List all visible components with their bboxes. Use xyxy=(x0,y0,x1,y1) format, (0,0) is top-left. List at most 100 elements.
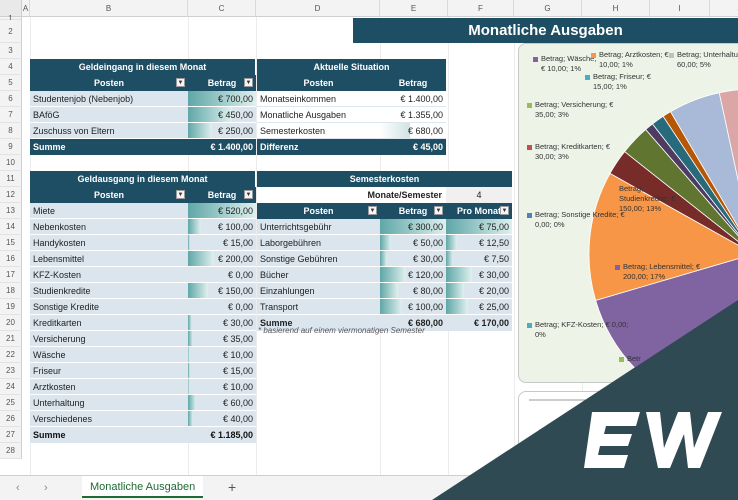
expenses-row-label[interactable]: KFZ-Kosten xyxy=(30,267,188,283)
column-header[interactable]: I xyxy=(650,0,710,17)
income-row-label[interactable]: Zuschuss von Eltern xyxy=(30,123,188,139)
semester-row-label[interactable]: Laborgebühren xyxy=(257,235,380,251)
row-header[interactable]: 24 xyxy=(0,379,22,395)
row-header[interactable]: 5 xyxy=(0,75,22,91)
row-header[interactable]: 11 xyxy=(0,171,22,187)
expenses-row-value[interactable]: € 40,00 xyxy=(188,411,256,427)
expenses-row-label[interactable]: Unterhaltung xyxy=(30,395,188,411)
expenses-row-value[interactable]: € 10,00 xyxy=(188,379,256,395)
semester-sum-per-month[interactable]: € 170,00 xyxy=(446,315,512,331)
row-header[interactable]: 26 xyxy=(0,411,22,427)
row-header[interactable]: 4 xyxy=(0,59,22,75)
months-per-semester-value[interactable]: 4 xyxy=(446,187,512,203)
income-row-value[interactable]: € 250,00 xyxy=(188,123,256,139)
column-header[interactable]: J xyxy=(710,0,738,17)
semester-col-pro-monat[interactable]: Pro Monat ▼ xyxy=(446,203,512,219)
row-header[interactable]: 22 xyxy=(0,347,22,363)
row-header[interactable]: 3 xyxy=(0,43,22,59)
semester-row-label[interactable]: Bücher xyxy=(257,267,380,283)
row-header[interactable]: 17 xyxy=(0,267,22,283)
second-chart[interactable] xyxy=(518,391,738,481)
filter-dropdown-icon[interactable]: ▼ xyxy=(368,206,377,215)
semester-row-per-month[interactable]: € 7,50 xyxy=(446,251,512,267)
expenses-row-label[interactable]: Arztkosten xyxy=(30,379,188,395)
expenses-row-value[interactable]: € 30,00 xyxy=(188,315,256,331)
situation-diff-value[interactable]: € 45,00 xyxy=(380,139,446,155)
column-header[interactable]: G xyxy=(514,0,582,17)
row-header[interactable]: 1 xyxy=(0,15,22,23)
semester-row-per-month[interactable]: € 20,00 xyxy=(446,283,512,299)
semester-row-per-month[interactable]: € 25,00 xyxy=(446,299,512,315)
expenses-row-value[interactable]: € 520,00 xyxy=(188,203,256,219)
situation-col-posten[interactable]: Posten xyxy=(257,75,380,91)
expenses-row-value[interactable]: € 35,00 xyxy=(188,331,256,347)
semester-row-value[interactable]: € 120,00 xyxy=(380,267,446,283)
expenses-row-value[interactable]: € 10,00 xyxy=(188,347,256,363)
situation-row-label[interactable]: Monatseinkommen xyxy=(257,91,380,107)
column-header[interactable]: A xyxy=(22,0,30,17)
situation-row-value[interactable]: € 1.400,00 xyxy=(380,91,446,107)
expenses-row-label[interactable]: Wäsche xyxy=(30,347,188,363)
pie-slice-13[interactable] xyxy=(718,89,738,254)
situation-row-label[interactable]: Monatliche Ausgaben xyxy=(257,107,380,123)
row-header[interactable]: 9 xyxy=(0,139,22,155)
row-header[interactable]: 13 xyxy=(0,203,22,219)
semester-sum-value[interactable]: € 680,00 xyxy=(380,315,446,331)
pie-slice-5[interactable] xyxy=(588,172,738,301)
row-header[interactable]: 7 xyxy=(0,107,22,123)
row-header[interactable]: 27 xyxy=(0,427,22,443)
income-sum-label[interactable]: Summe xyxy=(30,139,188,155)
column-header[interactable]: F xyxy=(448,0,514,17)
row-header[interactable]: 23 xyxy=(0,363,22,379)
semester-row-label[interactable]: Transport xyxy=(257,299,380,315)
filter-dropdown-icon[interactable]: ▼ xyxy=(244,190,253,199)
row-header[interactable]: 16 xyxy=(0,251,22,267)
pie-chart[interactable]: Betrag; Wäsche; € 10,00; 1% Betrag; Arztk… xyxy=(518,43,738,384)
expenses-sum-label[interactable]: Summe xyxy=(30,427,188,443)
expenses-row-value[interactable]: € 200,00 xyxy=(188,251,256,267)
expenses-row-value[interactable]: € 0,00 xyxy=(188,267,256,283)
row-header[interactable]: 2 xyxy=(0,20,22,43)
add-sheet-button[interactable]: + xyxy=(228,479,237,495)
expenses-col-posten[interactable]: Posten ▼ xyxy=(30,187,188,203)
column-header[interactable]: H xyxy=(582,0,650,17)
income-row-label[interactable]: Studentenjob (Nebenjob) xyxy=(30,91,188,107)
row-header[interactable]: 25 xyxy=(0,395,22,411)
expenses-row-label[interactable]: Miete xyxy=(30,203,188,219)
situation-col-betrag[interactable]: Betrag xyxy=(380,75,446,91)
semester-col-posten[interactable]: Posten ▼ xyxy=(257,203,380,219)
income-col-betrag[interactable]: Betrag ▼ xyxy=(188,75,256,91)
situation-row-label[interactable]: Semesterkosten xyxy=(257,123,380,139)
row-header[interactable]: 28 xyxy=(0,443,22,459)
semester-row-label[interactable]: Unterrichtsgebühr xyxy=(257,219,380,235)
row-header[interactable]: 19 xyxy=(0,299,22,315)
expenses-row-value[interactable]: € 0,00 xyxy=(188,299,256,315)
expenses-row-value[interactable]: € 15,00 xyxy=(188,235,256,251)
expenses-row-value[interactable]: € 60,00 xyxy=(188,395,256,411)
semester-row-value[interactable]: € 50,00 xyxy=(380,235,446,251)
expenses-row-label[interactable]: Friseur xyxy=(30,363,188,379)
semester-row-per-month[interactable]: € 12,50 xyxy=(446,235,512,251)
semester-row-value[interactable]: € 30,00 xyxy=(380,251,446,267)
prev-sheet-icon[interactable]: ‹ xyxy=(16,482,20,494)
expenses-row-label[interactable]: Nebenkosten xyxy=(30,219,188,235)
semester-col-betrag[interactable]: Betrag ▼ xyxy=(380,203,446,219)
select-all-corner[interactable] xyxy=(0,0,22,17)
expenses-row-label[interactable]: Verschiedenes xyxy=(30,411,188,427)
income-row-value[interactable]: € 450,00 xyxy=(188,107,256,123)
column-header[interactable]: B xyxy=(30,0,188,17)
situation-diff-label[interactable]: Differenz xyxy=(257,139,380,155)
row-header[interactable]: 12 xyxy=(0,187,22,203)
semester-row-per-month[interactable]: € 30,00 xyxy=(446,267,512,283)
expenses-row-label[interactable]: Sonstige Kredite xyxy=(30,299,188,315)
row-header[interactable]: 15 xyxy=(0,235,22,251)
filter-dropdown-icon[interactable]: ▼ xyxy=(500,206,509,215)
income-col-posten[interactable]: Posten ▼ xyxy=(30,75,188,91)
semester-row-per-month[interactable]: € 75,00 xyxy=(446,219,512,235)
column-header[interactable]: D xyxy=(256,0,380,17)
filter-dropdown-icon[interactable]: ▼ xyxy=(176,78,185,87)
semester-row-label[interactable]: Einzahlungen xyxy=(257,283,380,299)
income-sum-value[interactable]: € 1.400,00 xyxy=(188,139,256,155)
row-header[interactable]: 18 xyxy=(0,283,22,299)
row-header[interactable]: 6 xyxy=(0,91,22,107)
